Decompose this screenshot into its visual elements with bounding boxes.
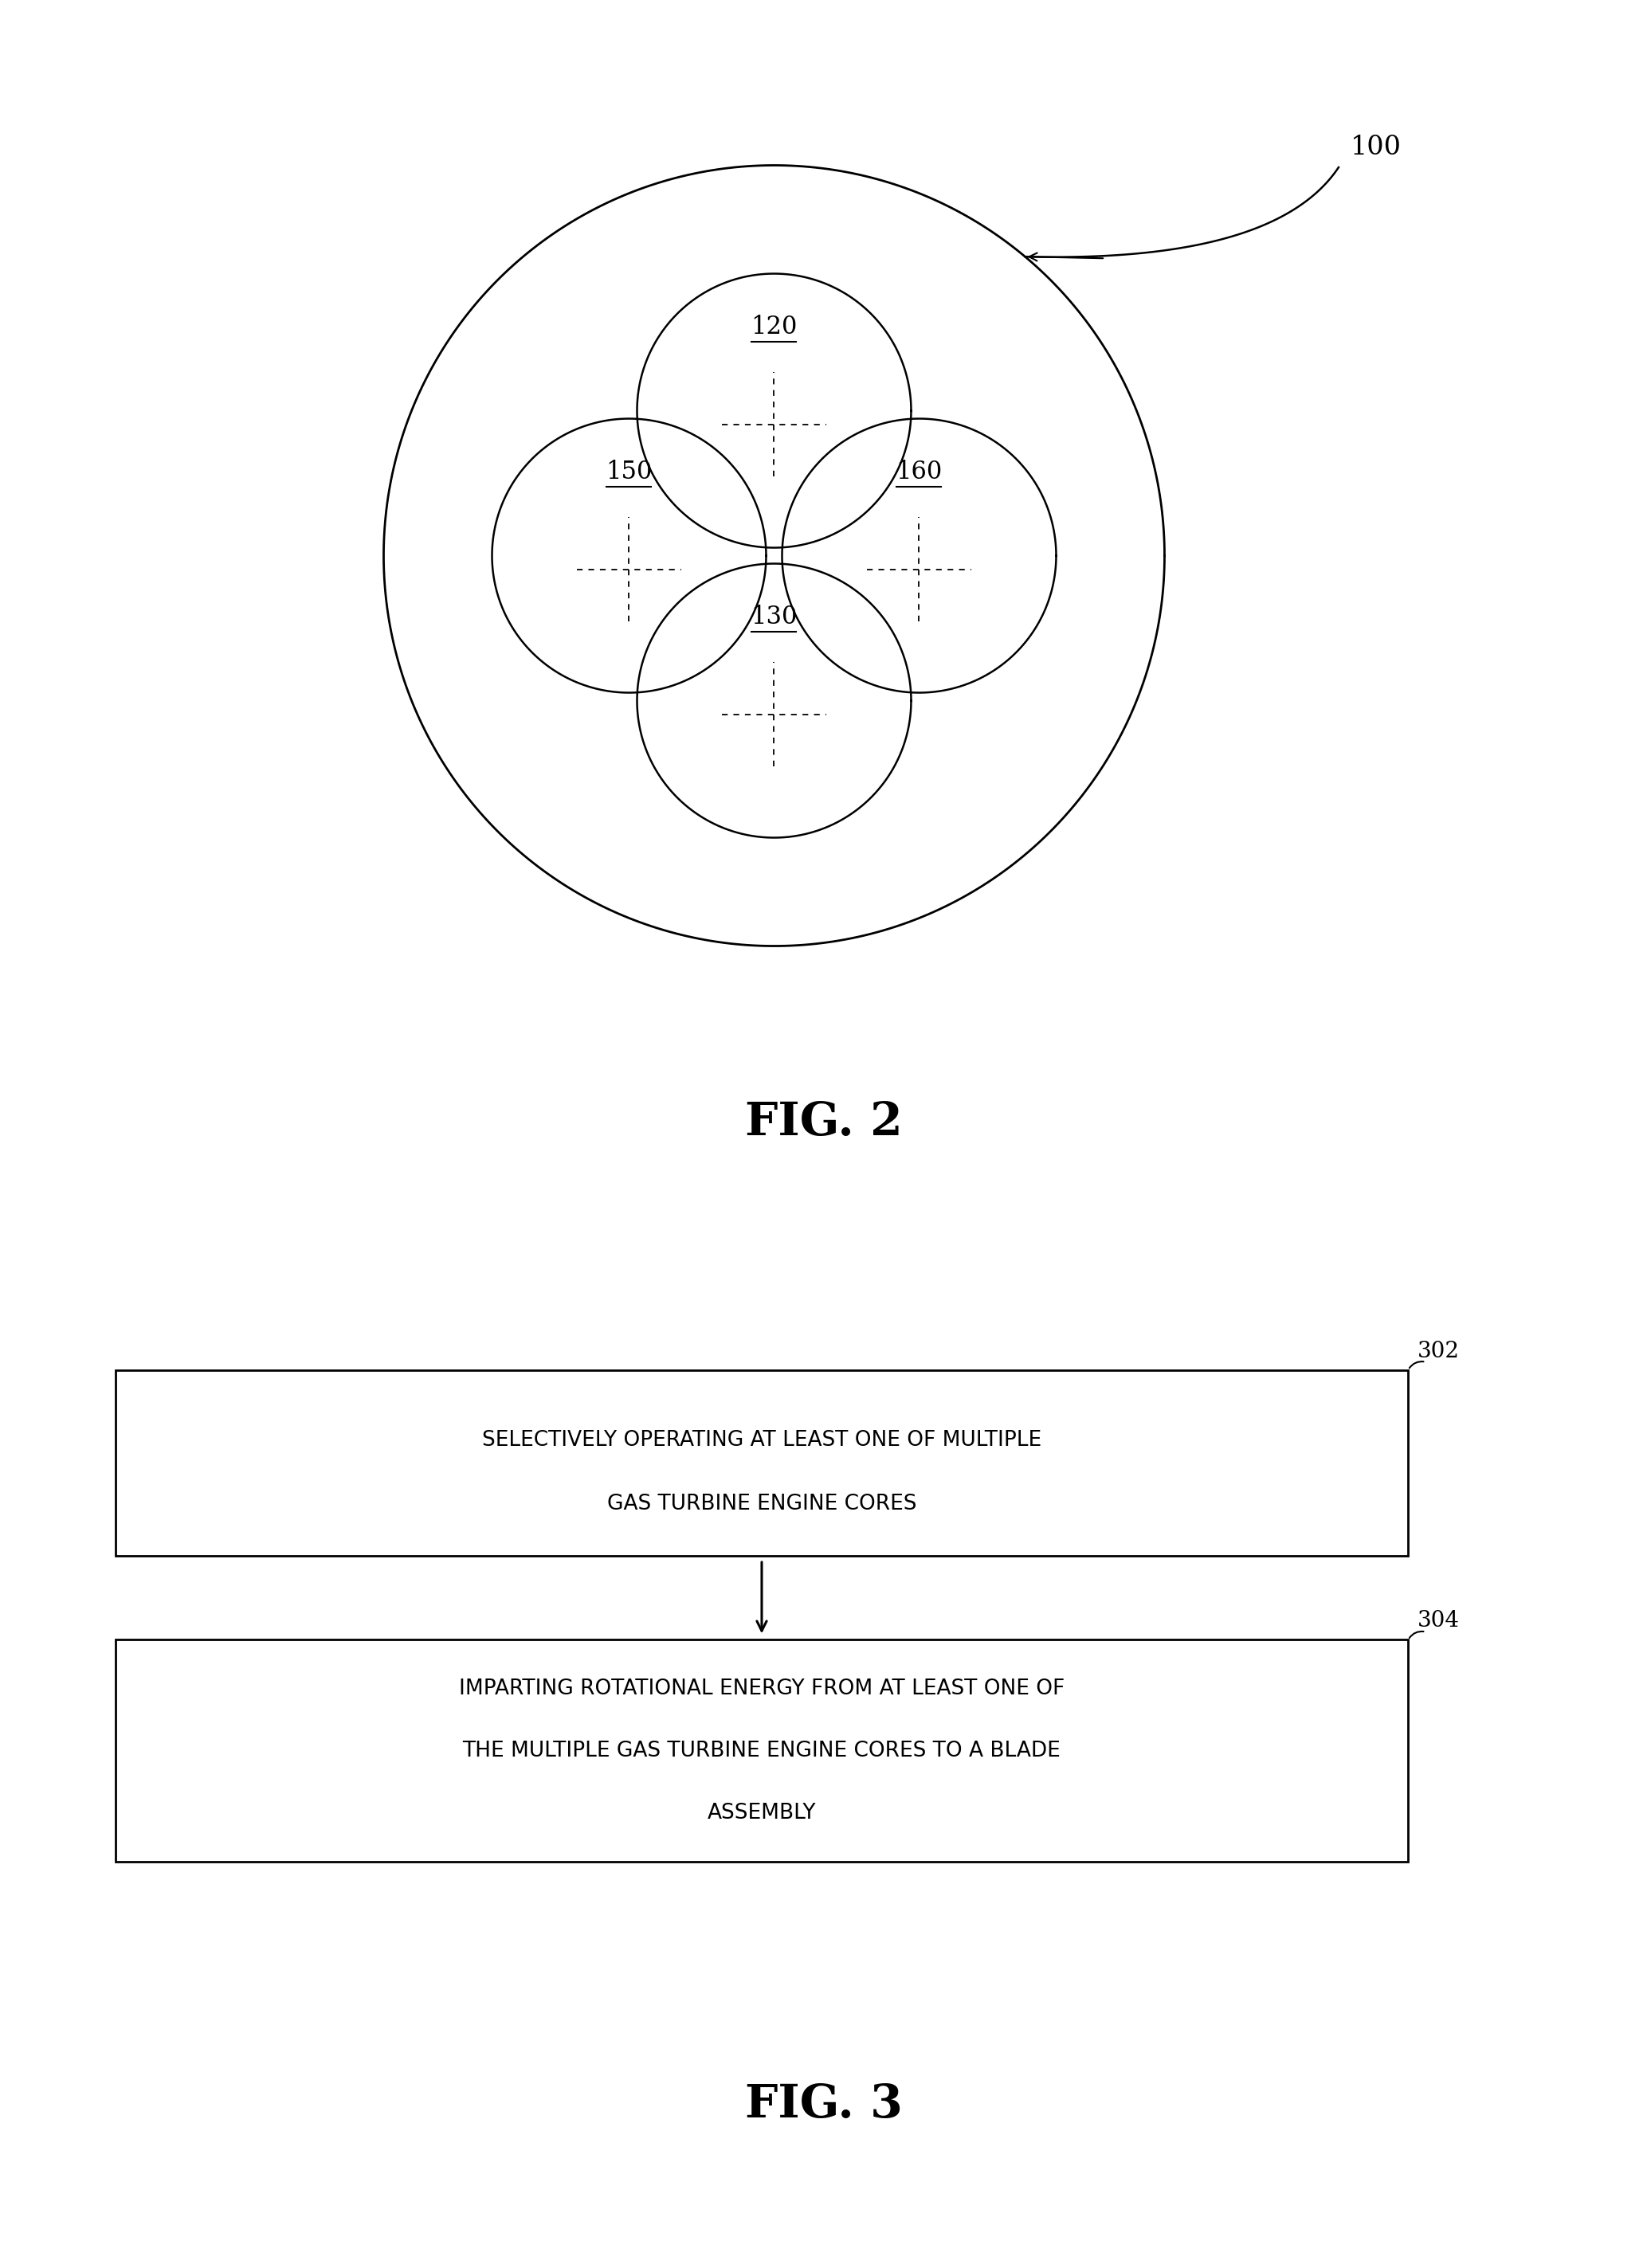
Text: FIG. 2: FIG. 2 [744,1100,903,1145]
Bar [115,1370,1408,1556]
Bar [115,1640,1408,1862]
Text: 130: 130 [751,606,797,631]
Text: 304: 304 [1418,1610,1459,1631]
Text: 302: 302 [1418,1340,1459,1361]
Text: 150: 150 [606,460,652,485]
Text: 120: 120 [751,315,797,340]
Text: THE MULTIPLE GAS TURBINE ENGINE CORES TO A BLADE: THE MULTIPLE GAS TURBINE ENGINE CORES TO… [463,1740,1061,1762]
Text: 160: 160 [896,460,942,485]
Text: FIG. 3: FIG. 3 [744,2082,903,2127]
Text: SELECTIVELY OPERATING AT LEAST ONE OF MULTIPLE: SELECTIVELY OPERATING AT LEAST ONE OF MU… [483,1431,1041,1452]
Text: GAS TURBINE ENGINE CORES: GAS TURBINE ENGINE CORES [608,1492,916,1515]
Text: 100: 100 [1351,134,1402,161]
Text: IMPARTING ROTATIONAL ENERGY FROM AT LEAST ONE OF: IMPARTING ROTATIONAL ENERGY FROM AT LEAS… [460,1678,1064,1699]
Text: ASSEMBLY: ASSEMBLY [707,1803,817,1823]
